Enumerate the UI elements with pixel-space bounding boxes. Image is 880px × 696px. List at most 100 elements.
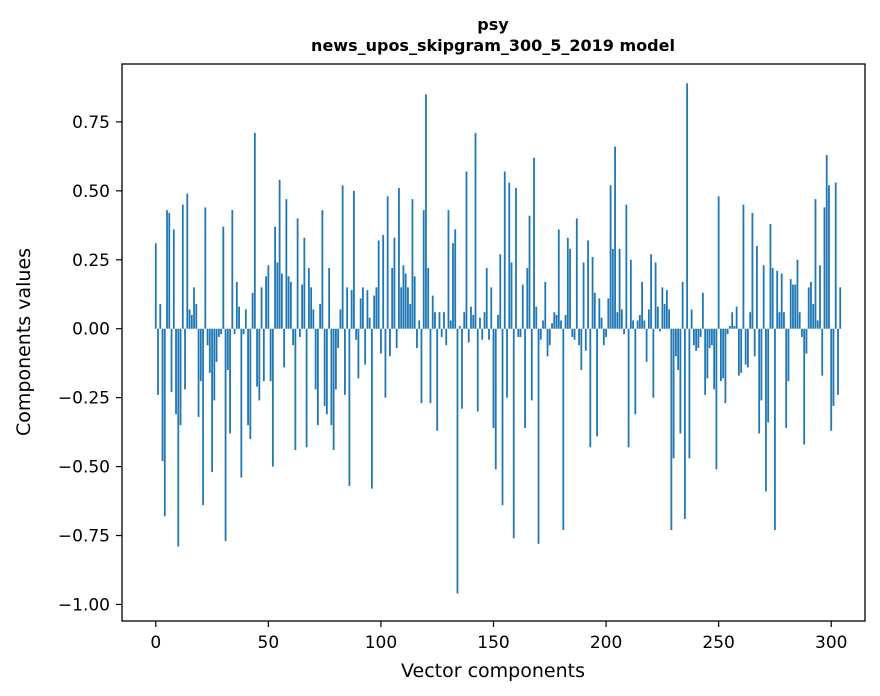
bar-6	[168, 212, 171, 329]
bar-121	[427, 268, 430, 329]
plot-frame	[121, 63, 866, 622]
bar-192	[587, 240, 589, 329]
bar-161	[517, 328, 520, 337]
bar-46	[258, 328, 261, 401]
bar-85	[346, 287, 349, 329]
bar-237	[688, 328, 691, 459]
bar-260	[740, 328, 743, 373]
bar-298	[825, 155, 828, 329]
bar-28	[217, 328, 220, 337]
bar-32	[226, 328, 229, 371]
bar-10	[177, 328, 180, 547]
bar-60	[289, 281, 292, 329]
y-tick-label: −1.00	[58, 595, 110, 615]
bar-57	[283, 328, 286, 368]
bar-282	[789, 279, 792, 329]
bar-256	[731, 312, 734, 329]
bar-231	[674, 328, 677, 357]
bar-263	[747, 328, 749, 368]
bar-95	[368, 317, 371, 329]
bar-52	[271, 328, 274, 467]
bar-275	[774, 328, 776, 530]
bar-0	[154, 243, 157, 329]
bar-139	[467, 328, 470, 343]
bar-177	[553, 312, 556, 329]
bar-50	[267, 265, 270, 329]
bar-264	[749, 312, 752, 329]
bar-267	[756, 245, 758, 329]
bar-135	[458, 325, 461, 329]
bar-248	[713, 328, 716, 390]
bar-286	[798, 312, 801, 329]
bar-5	[166, 210, 168, 329]
bar-48	[262, 328, 265, 382]
bar-245	[706, 328, 709, 379]
bar-106	[393, 237, 396, 329]
bar-137	[463, 312, 466, 329]
x-tick-label: 200	[590, 633, 622, 653]
bar-164	[524, 328, 526, 428]
bar-98	[375, 287, 378, 329]
bar-70	[312, 309, 315, 329]
bar-202	[609, 185, 612, 329]
bar-151	[494, 328, 497, 470]
bar-69	[310, 287, 313, 329]
bar-9	[175, 328, 177, 415]
bar-17	[193, 287, 195, 329]
bar-64	[298, 328, 301, 337]
bar-301	[832, 328, 835, 406]
x-tick-label: 150	[477, 633, 509, 653]
bar-125	[436, 328, 439, 431]
bar-243	[701, 292, 704, 329]
bar-94	[366, 290, 369, 329]
bar-72	[316, 328, 319, 426]
y-tick-label: −0.75	[58, 527, 110, 547]
bar-216	[641, 281, 643, 329]
bar-239	[692, 328, 695, 346]
bar-66	[303, 237, 306, 329]
bar-226	[663, 303, 666, 329]
bar-39	[242, 328, 245, 335]
bar-92	[362, 287, 364, 329]
bar-58	[285, 199, 288, 329]
bar-223	[656, 306, 659, 329]
bar-126	[438, 312, 441, 329]
x-tick-label: 100	[365, 633, 397, 653]
bar-193	[589, 328, 592, 448]
bar-86	[348, 328, 351, 486]
bar-272	[767, 328, 770, 423]
bar-166	[528, 215, 531, 329]
bar-182	[564, 314, 567, 329]
bar-253	[724, 328, 727, 404]
bar-148	[488, 328, 490, 340]
bar-280	[785, 328, 788, 428]
bar-184	[569, 248, 571, 329]
bar-118	[420, 328, 423, 404]
bar-122	[429, 328, 432, 404]
bar-91	[359, 298, 362, 329]
bar-129	[445, 328, 448, 346]
bar-157	[508, 182, 511, 329]
bar-174	[546, 328, 549, 357]
bar-90	[357, 328, 360, 379]
bar-2	[159, 303, 162, 329]
bar-191	[584, 328, 587, 351]
bar-8	[172, 229, 175, 329]
bar-241	[697, 328, 700, 349]
bar-112	[407, 287, 409, 329]
bar-183	[566, 237, 569, 329]
bar-154	[501, 328, 504, 506]
bar-24	[208, 328, 211, 373]
bar-133	[454, 229, 457, 329]
bar-283	[792, 284, 794, 329]
bar-178	[555, 314, 558, 329]
bar-271	[765, 328, 767, 492]
bar-290	[807, 287, 810, 329]
y-tick-label: −0.25	[58, 389, 110, 409]
bar-255	[729, 325, 731, 329]
bar-105	[391, 268, 394, 329]
bar-205	[616, 312, 619, 329]
bar-26	[213, 328, 216, 401]
bar-131	[449, 320, 452, 329]
bar-170	[537, 328, 540, 544]
